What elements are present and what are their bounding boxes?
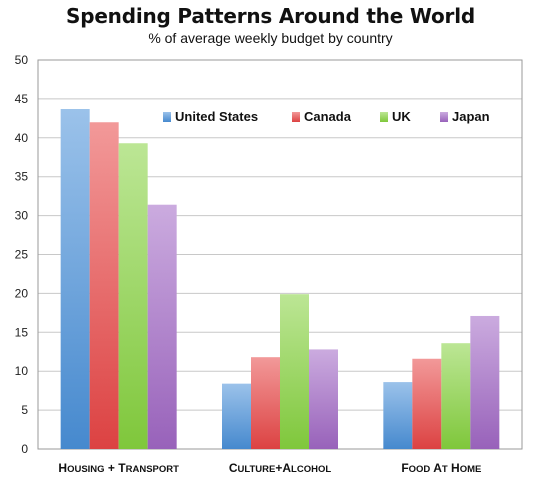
y-tick-label: 25 — [15, 248, 29, 262]
legend-label: Japan — [452, 109, 490, 124]
x-category-label: HOUSING + TRANSPORT — [58, 461, 179, 475]
chart-title: Spending Patterns Around the World — [66, 4, 475, 28]
bar-canada — [251, 357, 280, 449]
x-category-label: FOOD AT HOME — [401, 461, 481, 475]
y-tick-label: 30 — [15, 209, 29, 223]
x-category-label: CULTURE+ALCOHOL — [229, 461, 331, 475]
bar-uk — [280, 294, 309, 449]
bar-canada — [89, 122, 119, 450]
y-tick-label: 50 — [15, 53, 29, 67]
legend-swatch — [380, 112, 388, 122]
bar-uk — [441, 343, 471, 449]
bar-canada — [412, 358, 442, 449]
y-tick-label: 15 — [15, 325, 29, 339]
y-tick-label: 45 — [15, 92, 29, 106]
y-tick-label: 10 — [15, 364, 29, 378]
legend-swatch — [292, 112, 300, 122]
y-tick-label: 40 — [15, 131, 29, 145]
y-tick-label: 0 — [21, 442, 28, 456]
legend-swatch — [163, 112, 171, 122]
bar-united-states — [222, 383, 251, 449]
y-tick-label: 5 — [21, 403, 28, 417]
legend-label: UK — [392, 109, 411, 124]
bar-united-states — [383, 382, 413, 449]
bar-japan — [147, 204, 177, 449]
legend-label: United States — [175, 109, 258, 124]
chart-subtitle: % of average weekly budget by country — [148, 30, 393, 46]
bar-uk — [118, 143, 148, 449]
y-tick-label: 20 — [15, 286, 29, 300]
bar-united-states — [60, 109, 90, 449]
bar-japan — [309, 349, 338, 449]
y-tick-label: 35 — [15, 170, 29, 184]
bar-japan — [470, 315, 500, 449]
legend-label: Canada — [304, 109, 352, 124]
legend-swatch — [440, 112, 448, 122]
